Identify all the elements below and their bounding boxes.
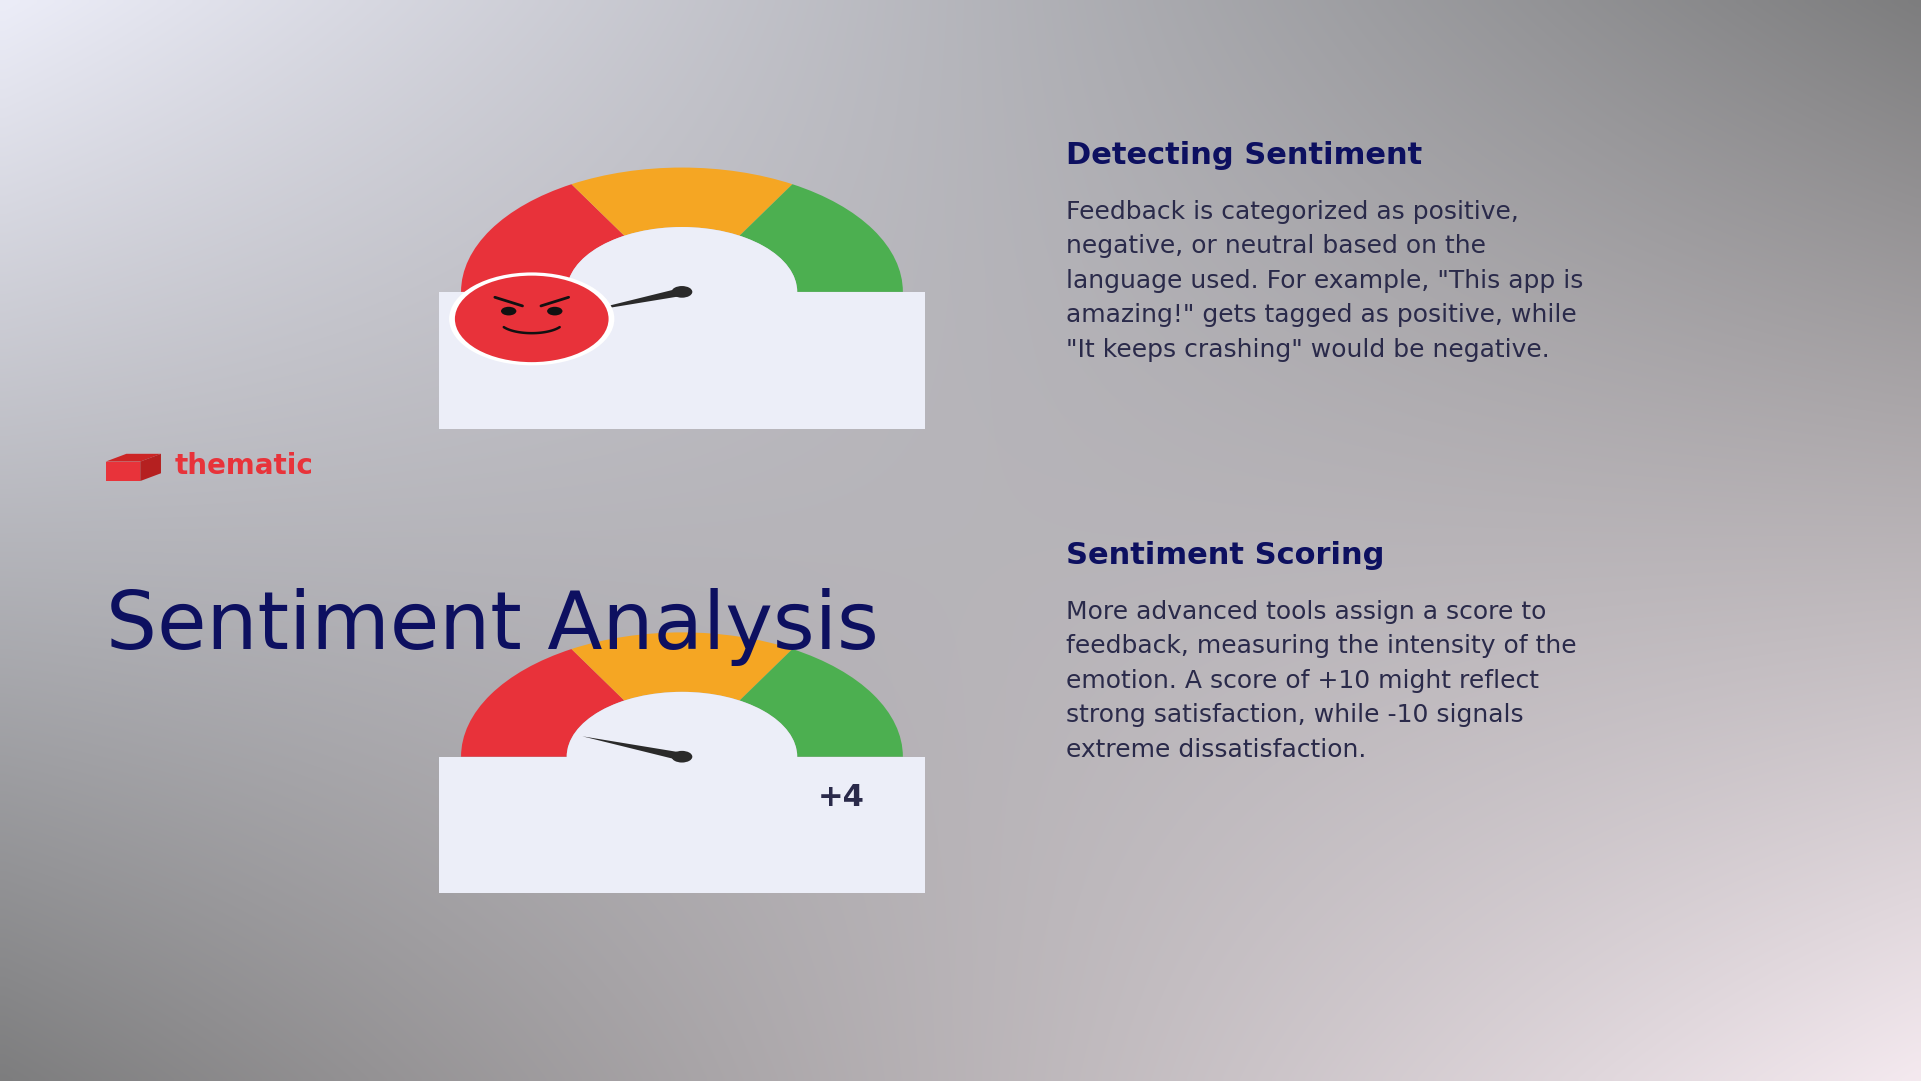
Wedge shape	[461, 649, 624, 757]
Text: Detecting Sentiment: Detecting Sentiment	[1066, 141, 1422, 170]
Circle shape	[672, 751, 692, 762]
Text: +4: +4	[818, 784, 864, 812]
Polygon shape	[438, 757, 926, 893]
Polygon shape	[140, 454, 161, 481]
Wedge shape	[461, 184, 624, 292]
Polygon shape	[106, 462, 140, 481]
Wedge shape	[572, 632, 791, 700]
Text: Feedback is categorized as positive,
negative, or neutral based on the
language : Feedback is categorized as positive, neg…	[1066, 200, 1583, 362]
Polygon shape	[582, 736, 684, 760]
Text: Sentiment Analysis: Sentiment Analysis	[106, 588, 878, 666]
Circle shape	[455, 276, 609, 362]
Text: thematic: thematic	[175, 452, 313, 480]
Wedge shape	[572, 168, 791, 236]
Circle shape	[547, 307, 563, 316]
Circle shape	[450, 272, 615, 365]
Polygon shape	[582, 289, 684, 312]
Circle shape	[567, 227, 797, 357]
Circle shape	[672, 286, 692, 297]
Text: Sentiment Scoring: Sentiment Scoring	[1066, 540, 1385, 570]
Wedge shape	[740, 649, 903, 757]
Polygon shape	[106, 454, 161, 462]
Circle shape	[501, 307, 517, 316]
Text: More advanced tools assign a score to
feedback, measuring the intensity of the
e: More advanced tools assign a score to fe…	[1066, 600, 1577, 762]
Polygon shape	[438, 292, 926, 429]
Circle shape	[567, 692, 797, 822]
Wedge shape	[740, 184, 903, 292]
